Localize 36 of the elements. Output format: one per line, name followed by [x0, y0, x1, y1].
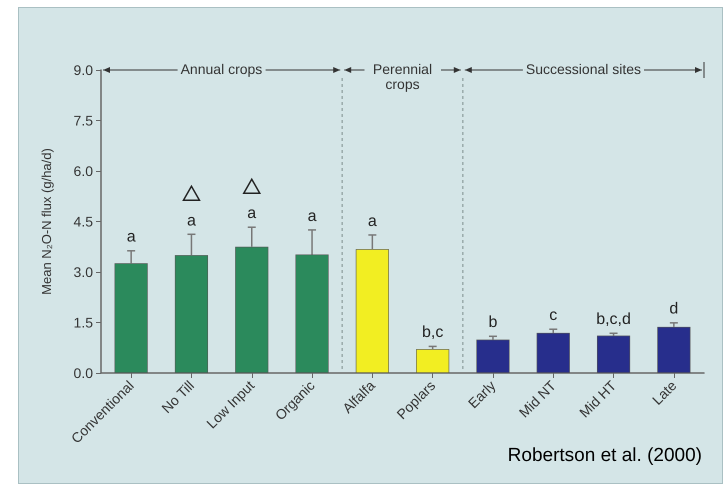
data-label: d: [669, 300, 678, 318]
bar: [114, 263, 148, 373]
text: Robertson et al. (2000): [508, 445, 702, 467]
data-label: a: [186, 212, 196, 230]
x-tick-label: Mid NT: [516, 377, 560, 421]
x-tick-label: Mid HT: [576, 377, 620, 421]
bar: [235, 246, 268, 373]
x-tick-label: Late: [648, 377, 680, 408]
x-tick-label: No Till: [158, 377, 198, 416]
y-tick-label: 4.5: [74, 214, 94, 230]
data-label: c: [549, 306, 558, 324]
data-label: a: [308, 208, 317, 225]
y-tick-label: 0.0: [74, 365, 94, 381]
bar: [416, 349, 450, 373]
data-label: b: [488, 314, 498, 331]
y-tick-label: 9.0: [74, 62, 94, 78]
bar: [356, 249, 389, 373]
annotation: Perennial crops: [364, 61, 440, 92]
data-label: b,c: [422, 324, 444, 341]
annotation: Annual crops: [178, 61, 266, 77]
y-axis-title: Mean N₂O-N flux (g/ha/d): [39, 148, 54, 295]
data-label: a: [126, 228, 136, 246]
annotation: Successional sites: [522, 61, 644, 77]
bar: [536, 332, 570, 373]
bar: [295, 254, 329, 373]
bar: [476, 340, 510, 373]
y-tick-label: 7.5: [74, 112, 94, 128]
y-tick-label: 3.0: [74, 264, 94, 280]
y-tick-label: 6.0: [74, 163, 94, 179]
y-tick-label: 1.5: [74, 314, 94, 330]
bar: [596, 336, 630, 373]
data-label: a: [368, 212, 377, 230]
data-label: a: [247, 205, 256, 222]
bar: [657, 326, 690, 373]
data-label: b,c,d: [596, 310, 631, 328]
bar: [174, 255, 208, 373]
